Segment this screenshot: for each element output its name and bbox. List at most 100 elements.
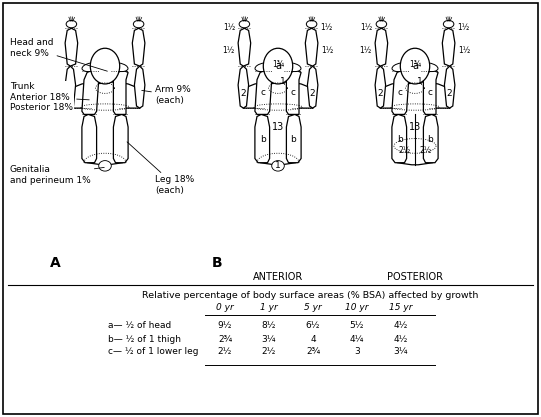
Text: b: b (398, 135, 403, 144)
Text: 1½: 1½ (458, 46, 471, 55)
Ellipse shape (263, 48, 293, 84)
PathPatch shape (255, 70, 272, 114)
Text: A: A (50, 256, 61, 270)
Text: 13: 13 (272, 122, 284, 132)
Text: 3: 3 (354, 347, 360, 357)
Text: b— ½ of 1 thigh: b— ½ of 1 thigh (108, 334, 181, 344)
Text: 1½: 1½ (360, 23, 373, 32)
Ellipse shape (109, 63, 128, 72)
Text: Relative percentage of body surface areas (% BSA) affected by growth: Relative percentage of body surface area… (142, 291, 478, 299)
Ellipse shape (272, 161, 285, 171)
PathPatch shape (65, 28, 78, 66)
Text: Genitalia
and perineum 1%: Genitalia and perineum 1% (10, 165, 104, 185)
Text: 4¼: 4¼ (350, 334, 364, 344)
PathPatch shape (82, 114, 97, 163)
Text: 1½: 1½ (457, 23, 470, 32)
Text: 4: 4 (310, 334, 316, 344)
Text: 3¼: 3¼ (394, 347, 408, 357)
PathPatch shape (286, 70, 301, 114)
Text: 13: 13 (409, 122, 421, 132)
Text: 1: 1 (275, 161, 281, 171)
PathPatch shape (238, 66, 249, 108)
Text: 9½: 9½ (217, 322, 232, 331)
Text: B: B (212, 256, 222, 270)
Ellipse shape (392, 63, 411, 72)
PathPatch shape (134, 66, 145, 108)
Text: 2¾: 2¾ (306, 347, 320, 357)
Ellipse shape (400, 48, 430, 84)
Text: 6½: 6½ (306, 322, 320, 331)
PathPatch shape (424, 70, 438, 114)
PathPatch shape (424, 114, 438, 163)
Text: Trunk
Anterior 18%
Posterior 18%: Trunk Anterior 18% Posterior 18% (10, 82, 89, 112)
PathPatch shape (444, 66, 455, 108)
Text: c: c (398, 88, 403, 97)
Text: 1½: 1½ (360, 46, 372, 55)
PathPatch shape (375, 28, 388, 66)
Text: 1½: 1½ (321, 46, 333, 55)
Ellipse shape (306, 20, 317, 28)
Text: 2: 2 (447, 89, 452, 98)
Text: a: a (412, 61, 418, 71)
PathPatch shape (114, 70, 128, 114)
Ellipse shape (282, 63, 301, 72)
PathPatch shape (378, 82, 452, 165)
Ellipse shape (376, 20, 387, 28)
Ellipse shape (82, 63, 101, 72)
Text: c: c (290, 88, 295, 97)
PathPatch shape (68, 82, 142, 165)
PathPatch shape (307, 66, 318, 108)
PathPatch shape (286, 114, 301, 163)
Text: b: b (290, 135, 295, 144)
PathPatch shape (392, 114, 407, 163)
Text: 2: 2 (310, 89, 315, 98)
Text: 2: 2 (241, 89, 246, 98)
Text: 10 yr: 10 yr (345, 304, 369, 312)
Text: 1 yr: 1 yr (260, 304, 278, 312)
Ellipse shape (444, 20, 454, 28)
Text: 2¾: 2¾ (218, 334, 232, 344)
Ellipse shape (255, 63, 274, 72)
Text: 8½: 8½ (262, 322, 276, 331)
Text: b: b (427, 135, 433, 144)
PathPatch shape (392, 70, 408, 114)
Ellipse shape (419, 63, 438, 72)
Text: c: c (427, 88, 432, 97)
Text: 1½: 1½ (223, 23, 236, 32)
Ellipse shape (98, 161, 111, 171)
Text: 1: 1 (280, 77, 286, 86)
Text: 1½: 1½ (320, 23, 332, 32)
Text: 2: 2 (378, 89, 383, 98)
Text: a: a (275, 61, 281, 71)
Ellipse shape (90, 48, 120, 84)
PathPatch shape (255, 114, 269, 163)
PathPatch shape (305, 28, 318, 66)
Text: 5½: 5½ (349, 322, 364, 331)
Text: POSTERIOR: POSTERIOR (387, 272, 443, 282)
Text: Arm 9%
(each): Arm 9% (each) (142, 85, 191, 105)
PathPatch shape (375, 66, 386, 108)
Text: 2½: 2½ (218, 347, 232, 357)
Text: 1½: 1½ (222, 46, 235, 55)
PathPatch shape (241, 82, 315, 165)
PathPatch shape (114, 114, 128, 163)
PathPatch shape (133, 28, 145, 66)
Text: a— ½ of head: a— ½ of head (108, 322, 171, 331)
Text: 2½: 2½ (398, 146, 411, 155)
Text: Leg 18%
(each): Leg 18% (each) (127, 142, 194, 195)
Text: 5 yr: 5 yr (304, 304, 322, 312)
PathPatch shape (82, 70, 98, 114)
Text: 4½: 4½ (394, 334, 408, 344)
Text: 1¾: 1¾ (409, 60, 421, 68)
Ellipse shape (239, 20, 249, 28)
Text: 2½: 2½ (419, 146, 432, 155)
Ellipse shape (133, 20, 144, 28)
Text: c— ½ of 1 lower leg: c— ½ of 1 lower leg (108, 347, 199, 357)
Text: Head and
neck 9%: Head and neck 9% (10, 38, 107, 71)
PathPatch shape (443, 28, 455, 66)
Ellipse shape (66, 20, 77, 28)
Text: ANTERIOR: ANTERIOR (253, 272, 303, 282)
PathPatch shape (65, 66, 76, 108)
Text: 4½: 4½ (394, 322, 408, 331)
Text: 0 yr: 0 yr (216, 304, 234, 312)
